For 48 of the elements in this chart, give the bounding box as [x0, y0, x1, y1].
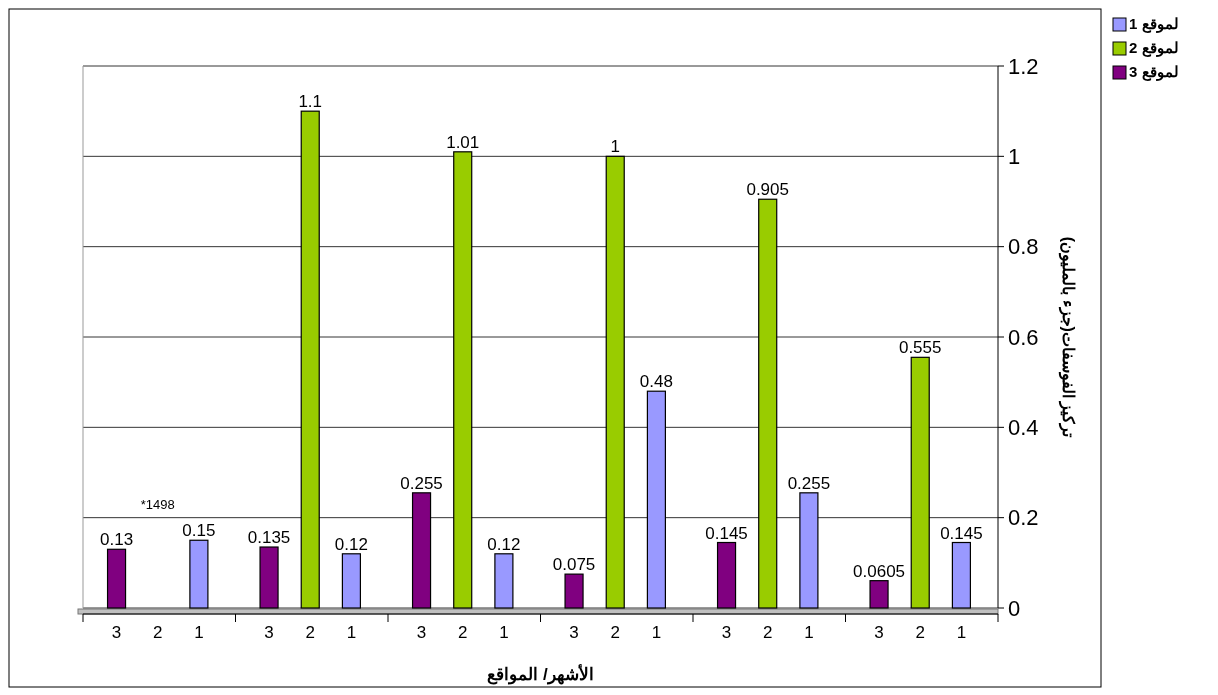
x-tick-label: 2	[305, 623, 315, 642]
annotation: *1498	[140, 496, 175, 512]
data-label: 0.48	[639, 372, 673, 392]
x-tick-label: 1	[651, 623, 662, 642]
x-tick-label: 3	[874, 623, 884, 642]
legend-label: لموقع 3	[1129, 63, 1179, 81]
data-label: 0.255	[400, 473, 443, 493]
legend-label: لموقع 2	[1129, 39, 1179, 57]
data-label: 1	[610, 137, 620, 157]
x-tick-label: 1	[804, 623, 814, 642]
data-label: 0.15	[182, 521, 216, 541]
y-axis-title: تركيز الفوسفات(جزء بالمليون)	[1058, 236, 1077, 439]
x-tick-label: 3	[721, 623, 732, 642]
data-label: 0.075	[552, 555, 596, 575]
data-label: 0.12	[334, 534, 368, 554]
x-tick-label: 1	[956, 623, 967, 642]
x-tick-label: 2	[457, 623, 468, 642]
y-tick-label: 0.2	[1008, 505, 1039, 531]
data-label: 0.135	[247, 528, 291, 548]
data-label: 0.905	[746, 180, 789, 200]
data-label: 1.1	[298, 92, 323, 112]
data-label: 0.255	[787, 473, 831, 493]
y-tick-label: 0.8	[1008, 234, 1039, 260]
data-label: 1.01	[446, 132, 480, 152]
x-tick-label: 2	[152, 623, 163, 642]
y-tick-label: 0.4	[1008, 415, 1039, 441]
legend-label: لموقع 1	[1129, 15, 1179, 33]
y-tick-label: 1	[1008, 144, 1021, 170]
x-tick-label: 1	[499, 623, 509, 642]
x-tick-label: 2	[762, 623, 773, 642]
x-tick-label: 2	[610, 623, 620, 642]
y-tick-label: 1.2	[1008, 53, 1039, 79]
x-tick-label: 1	[194, 623, 204, 642]
data-label: 0.145	[705, 523, 748, 543]
data-label: 0.12	[487, 534, 521, 554]
x-tick-label: 3	[111, 623, 122, 642]
data-label: 0.145	[940, 523, 983, 543]
data-label: 0.13	[100, 530, 134, 550]
x-tick-label: 3	[416, 623, 427, 642]
data-label: 0.555	[898, 338, 942, 358]
y-tick-label: 0.6	[1008, 324, 1039, 350]
data-label: 0.0605	[853, 561, 906, 581]
x-tick-label: 3	[569, 623, 579, 642]
y-tick-label: 0	[1008, 595, 1021, 621]
x-axis-title: الأشهر/ المواقع	[487, 663, 594, 685]
x-tick-label: 2	[915, 623, 925, 642]
x-tick-label: 1	[346, 623, 357, 642]
x-tick-label: 3	[264, 623, 274, 642]
